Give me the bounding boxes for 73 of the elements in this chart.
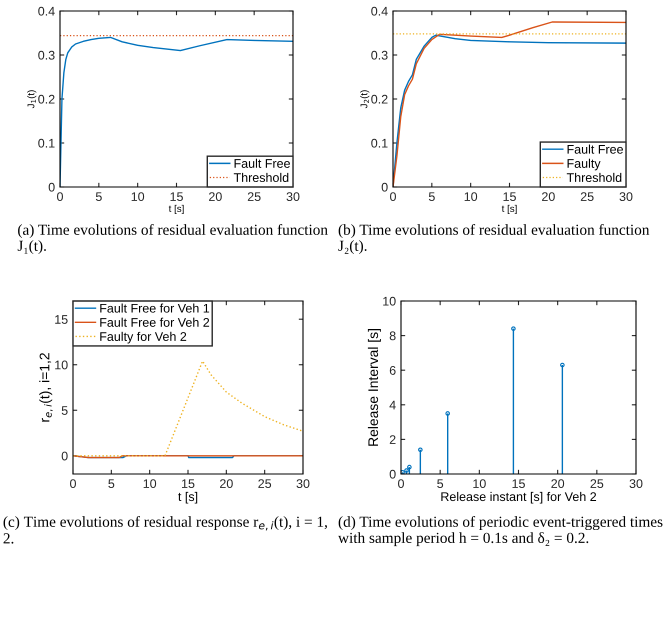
x-axis-title: t [s]	[502, 204, 517, 214]
y-tick-label: 0	[390, 470, 396, 479]
y-tick-label: 4	[389, 400, 396, 410]
y-tick-label: 0	[48, 182, 55, 192]
y-tick-label: 0.1	[371, 138, 388, 148]
x-tick-label: 20	[220, 479, 233, 488]
y-tick-label: 15	[55, 315, 68, 324]
text: (a) Time evolutions of residual evaluation function J₁(t).	[18, 224, 328, 254]
y-tick-label: 0	[382, 182, 388, 192]
y-tick-label: 0.4	[38, 6, 55, 16]
y-tick-label: 0.3	[38, 50, 55, 60]
legend-label: Fault Free for Veh 2	[100, 318, 210, 327]
x-tick-label: 20	[209, 192, 222, 202]
y-tick-label: 8	[390, 331, 396, 340]
point	[418, 447, 423, 452]
y-axis-title: J$_{2}$(t)	[360, 90, 370, 108]
x-tick-label: 25	[580, 192, 594, 202]
x-tick-label: 30	[620, 192, 632, 202]
x-tick-label: 30	[286, 192, 300, 202]
x-tick-label: 5	[428, 192, 435, 202]
legend-label: Fault Free	[568, 144, 623, 154]
y-axis-title: Release Interval [s]	[368, 329, 381, 446]
y-tick-label: 0.2	[38, 94, 55, 104]
x-tick-label: 30	[296, 479, 310, 488]
y-tick-label: 2	[390, 435, 396, 444]
x-tick-label: 25	[590, 479, 604, 488]
x-tick-label: 10	[132, 192, 144, 202]
point	[404, 468, 409, 473]
y-tick-label: 5	[62, 406, 68, 415]
x-tick-label: 5	[108, 479, 114, 488]
x-tick-label: 5	[96, 192, 102, 202]
point	[560, 362, 565, 368]
legend-label: Threshold	[566, 172, 622, 182]
x-tick-label: 25	[258, 479, 272, 488]
x-tick-label: 10	[144, 479, 156, 488]
y-axis-title: J$_{1}$(t)	[27, 90, 36, 108]
text: (b) Time evolutions of residual evaluation function J₂(t).	[338, 224, 650, 254]
y-tick-label: 0.4	[371, 6, 388, 16]
y-tick-label: 0	[62, 452, 68, 460]
x-tick-label: 10	[464, 192, 478, 202]
y-tick-label: 10	[55, 360, 68, 370]
y-tick-label: 10	[383, 296, 396, 306]
x-tick-label: 20	[542, 192, 555, 202]
line-series	[73, 360, 303, 456]
legend-label: Threshold	[234, 172, 288, 182]
x-axis-title: Release instant [s] for Veh 2	[441, 492, 596, 504]
x-tick-label: 15	[182, 479, 194, 488]
y-tick-label: 0.1	[38, 138, 55, 148]
x-axis-title: t [s]	[178, 492, 198, 504]
point	[511, 326, 516, 331]
x-tick-label: 30	[630, 479, 642, 488]
x-tick-label: 10	[473, 479, 486, 488]
x-tick-label: 15	[512, 479, 525, 488]
x-tick-label: 15	[170, 192, 183, 202]
legend-label: Faulty for Veh 2	[100, 332, 186, 344]
x-tick-label: 15	[504, 192, 516, 202]
point	[445, 411, 450, 416]
x-tick-label: 25	[248, 192, 261, 202]
y-tick-label: 0.2	[371, 94, 388, 104]
legend-label: Fault Free for Veh 1	[100, 304, 210, 313]
text: (d) Time evolutions of periodic event-triggered times with sample period h = 0.1s and δ₂ = 0.2.	[338, 516, 662, 546]
point	[407, 464, 412, 470]
legend-label: Faulty	[568, 158, 601, 170]
y-tick-label: 6	[390, 366, 396, 375]
y-tick-label: 0.3	[371, 50, 388, 60]
x-axis-title: t [s]	[168, 204, 184, 214]
x-tick-label: 20	[551, 479, 564, 488]
y-axis-title: r$_{e,i}$(t), i=1,2	[39, 353, 53, 422]
x-tick-label: 0	[398, 479, 404, 488]
text: (c) Time evolutions of residual response r$_{e,i}$(t), i = 1, 2.	[4, 516, 327, 544]
x-tick-label: 0	[70, 479, 76, 488]
legend-label: Fault Free	[234, 158, 290, 168]
x-tick-label: 5	[437, 479, 444, 488]
